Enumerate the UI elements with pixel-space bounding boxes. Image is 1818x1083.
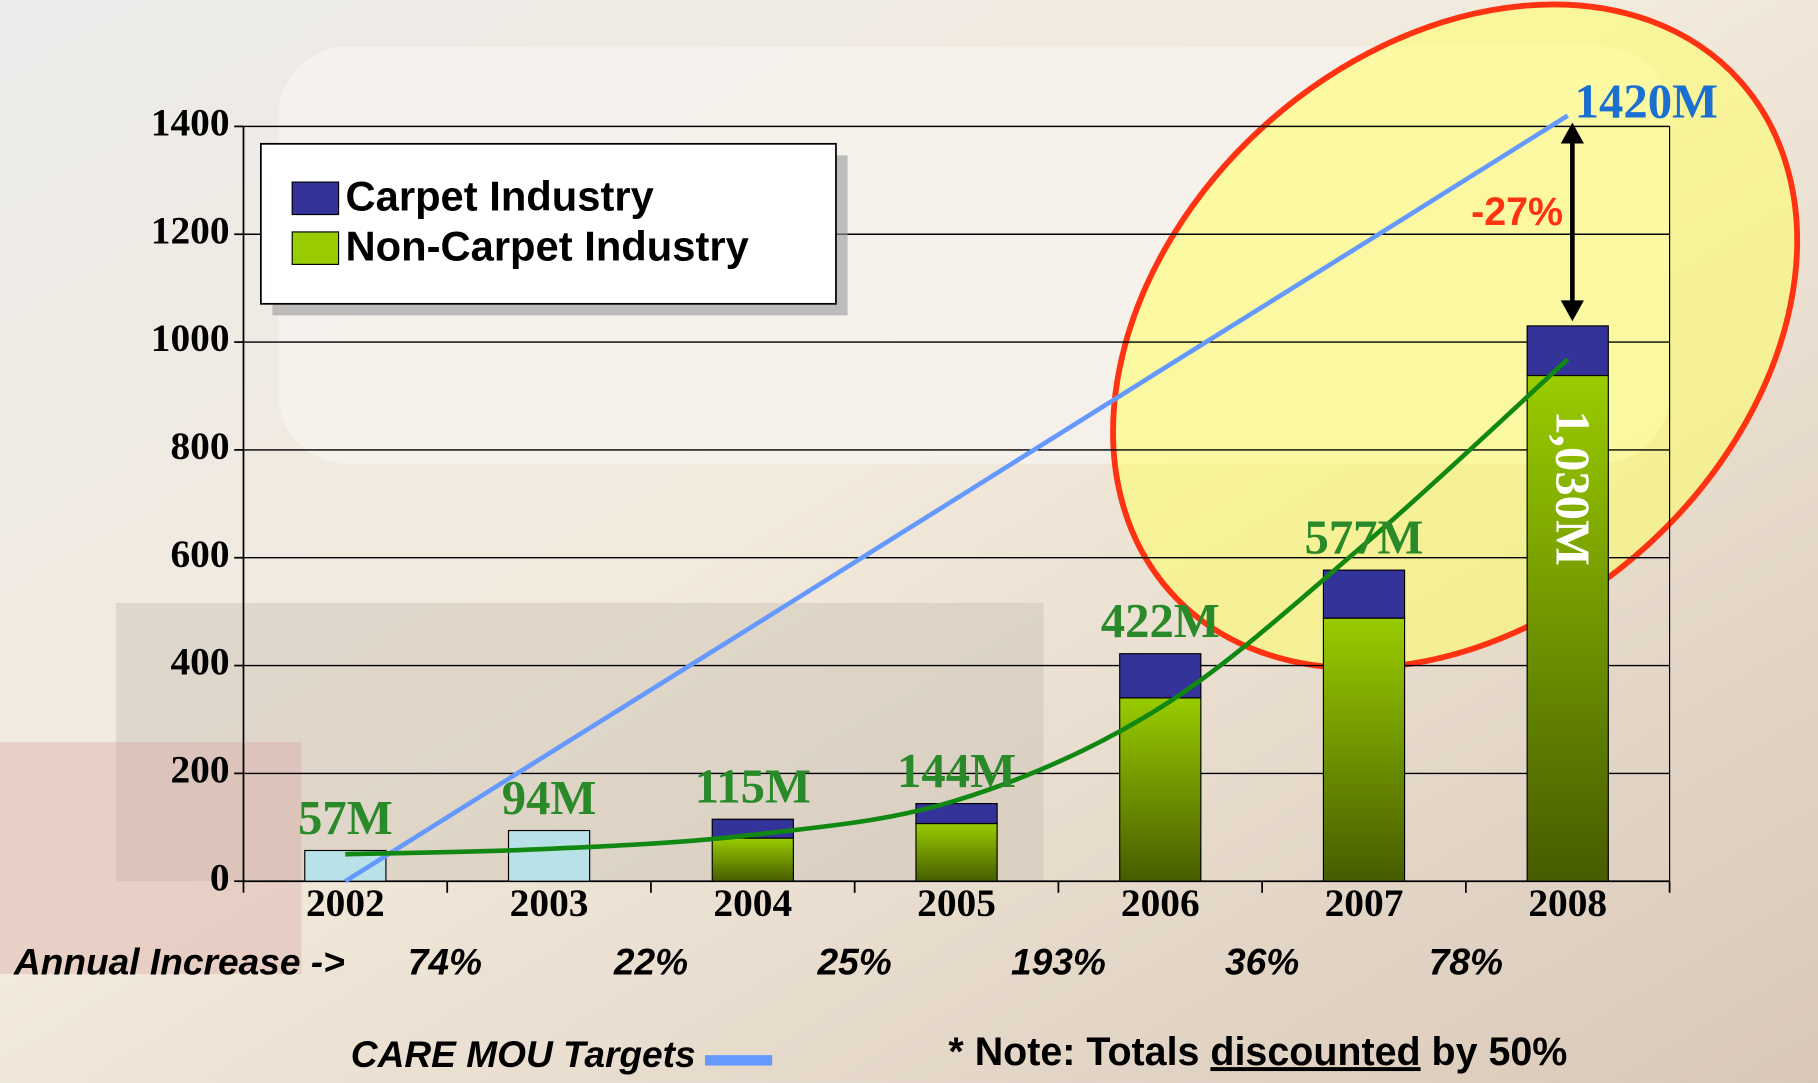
x-tick-label: 2006 <box>1121 881 1200 925</box>
total-label: 94M <box>502 771 597 825</box>
line-series <box>344 113 1569 884</box>
bar-segment <box>1322 617 1406 882</box>
y-tick-label: 800 <box>170 424 229 468</box>
total-label: 577M <box>1304 510 1423 564</box>
note-part: by 50% <box>1421 1031 1568 1075</box>
annual-increase-value: 36% <box>1225 940 1299 982</box>
annual-increase-value: 22% <box>613 940 688 982</box>
total-label: 144M <box>897 744 1016 798</box>
bar-segment <box>507 829 591 882</box>
annual-increase-value: 74% <box>408 940 482 982</box>
trend-line <box>345 357 1570 857</box>
bar-segment <box>915 822 998 882</box>
y-tick-label: 1200 <box>151 208 230 252</box>
x-tick-label: 2003 <box>510 881 589 925</box>
legend-label: Non-Carpet Industry <box>346 222 749 269</box>
y-tick-label: 0 <box>210 855 230 899</box>
total-label: 422M <box>1101 594 1220 648</box>
note-part: * Note: Totals <box>948 1031 1210 1075</box>
legend-swatch <box>291 231 340 265</box>
bar-segment <box>1526 325 1609 377</box>
annual-increase-value: 78% <box>1429 940 1503 982</box>
arrow-head <box>1560 122 1584 144</box>
x-tick-label: 2008 <box>1528 881 1607 925</box>
legend-label: CARE MOU Targets <box>351 1033 696 1075</box>
bar-segment <box>1119 697 1202 882</box>
total-label: 115M <box>695 760 811 814</box>
note-part: discounted <box>1210 1031 1420 1075</box>
total-label: 1,030M <box>1546 410 1600 566</box>
x-tick-label: 2004 <box>713 881 792 925</box>
y-tick-label: 600 <box>170 532 229 576</box>
total-label: 57M <box>298 791 393 845</box>
legend-swatch <box>704 1055 773 1066</box>
x-tick-label: 2007 <box>1325 881 1404 925</box>
annual-increase-value: 25% <box>817 940 892 982</box>
note: * Note: Totals discounted by 50% <box>948 1031 1567 1075</box>
legend-label: Carpet Industry <box>346 172 654 219</box>
y-tick-label: 1400 <box>151 100 230 144</box>
background-roll <box>0 742 302 974</box>
x-tick-label: 2005 <box>917 881 996 925</box>
x-tick-label: 2002 <box>306 881 385 925</box>
bar-segment <box>711 837 794 882</box>
y-tick-label: 1000 <box>151 316 230 360</box>
y-tick-label: 400 <box>170 640 229 684</box>
legend-box <box>260 142 837 305</box>
annual-increase-label: Annual Increase -> <box>13 940 345 982</box>
annual-increase-value: 193% <box>1011 940 1106 982</box>
difference-label: -27% <box>1471 190 1563 234</box>
bar-segment <box>1322 569 1406 619</box>
legend-swatch <box>291 181 340 216</box>
y-tick-label: 200 <box>170 747 229 791</box>
arrow-head <box>1560 300 1584 322</box>
bar-segment <box>1526 374 1609 882</box>
line-value-label: 1420M <box>1575 75 1718 129</box>
highlight-ellipse <box>1110 1 1801 672</box>
